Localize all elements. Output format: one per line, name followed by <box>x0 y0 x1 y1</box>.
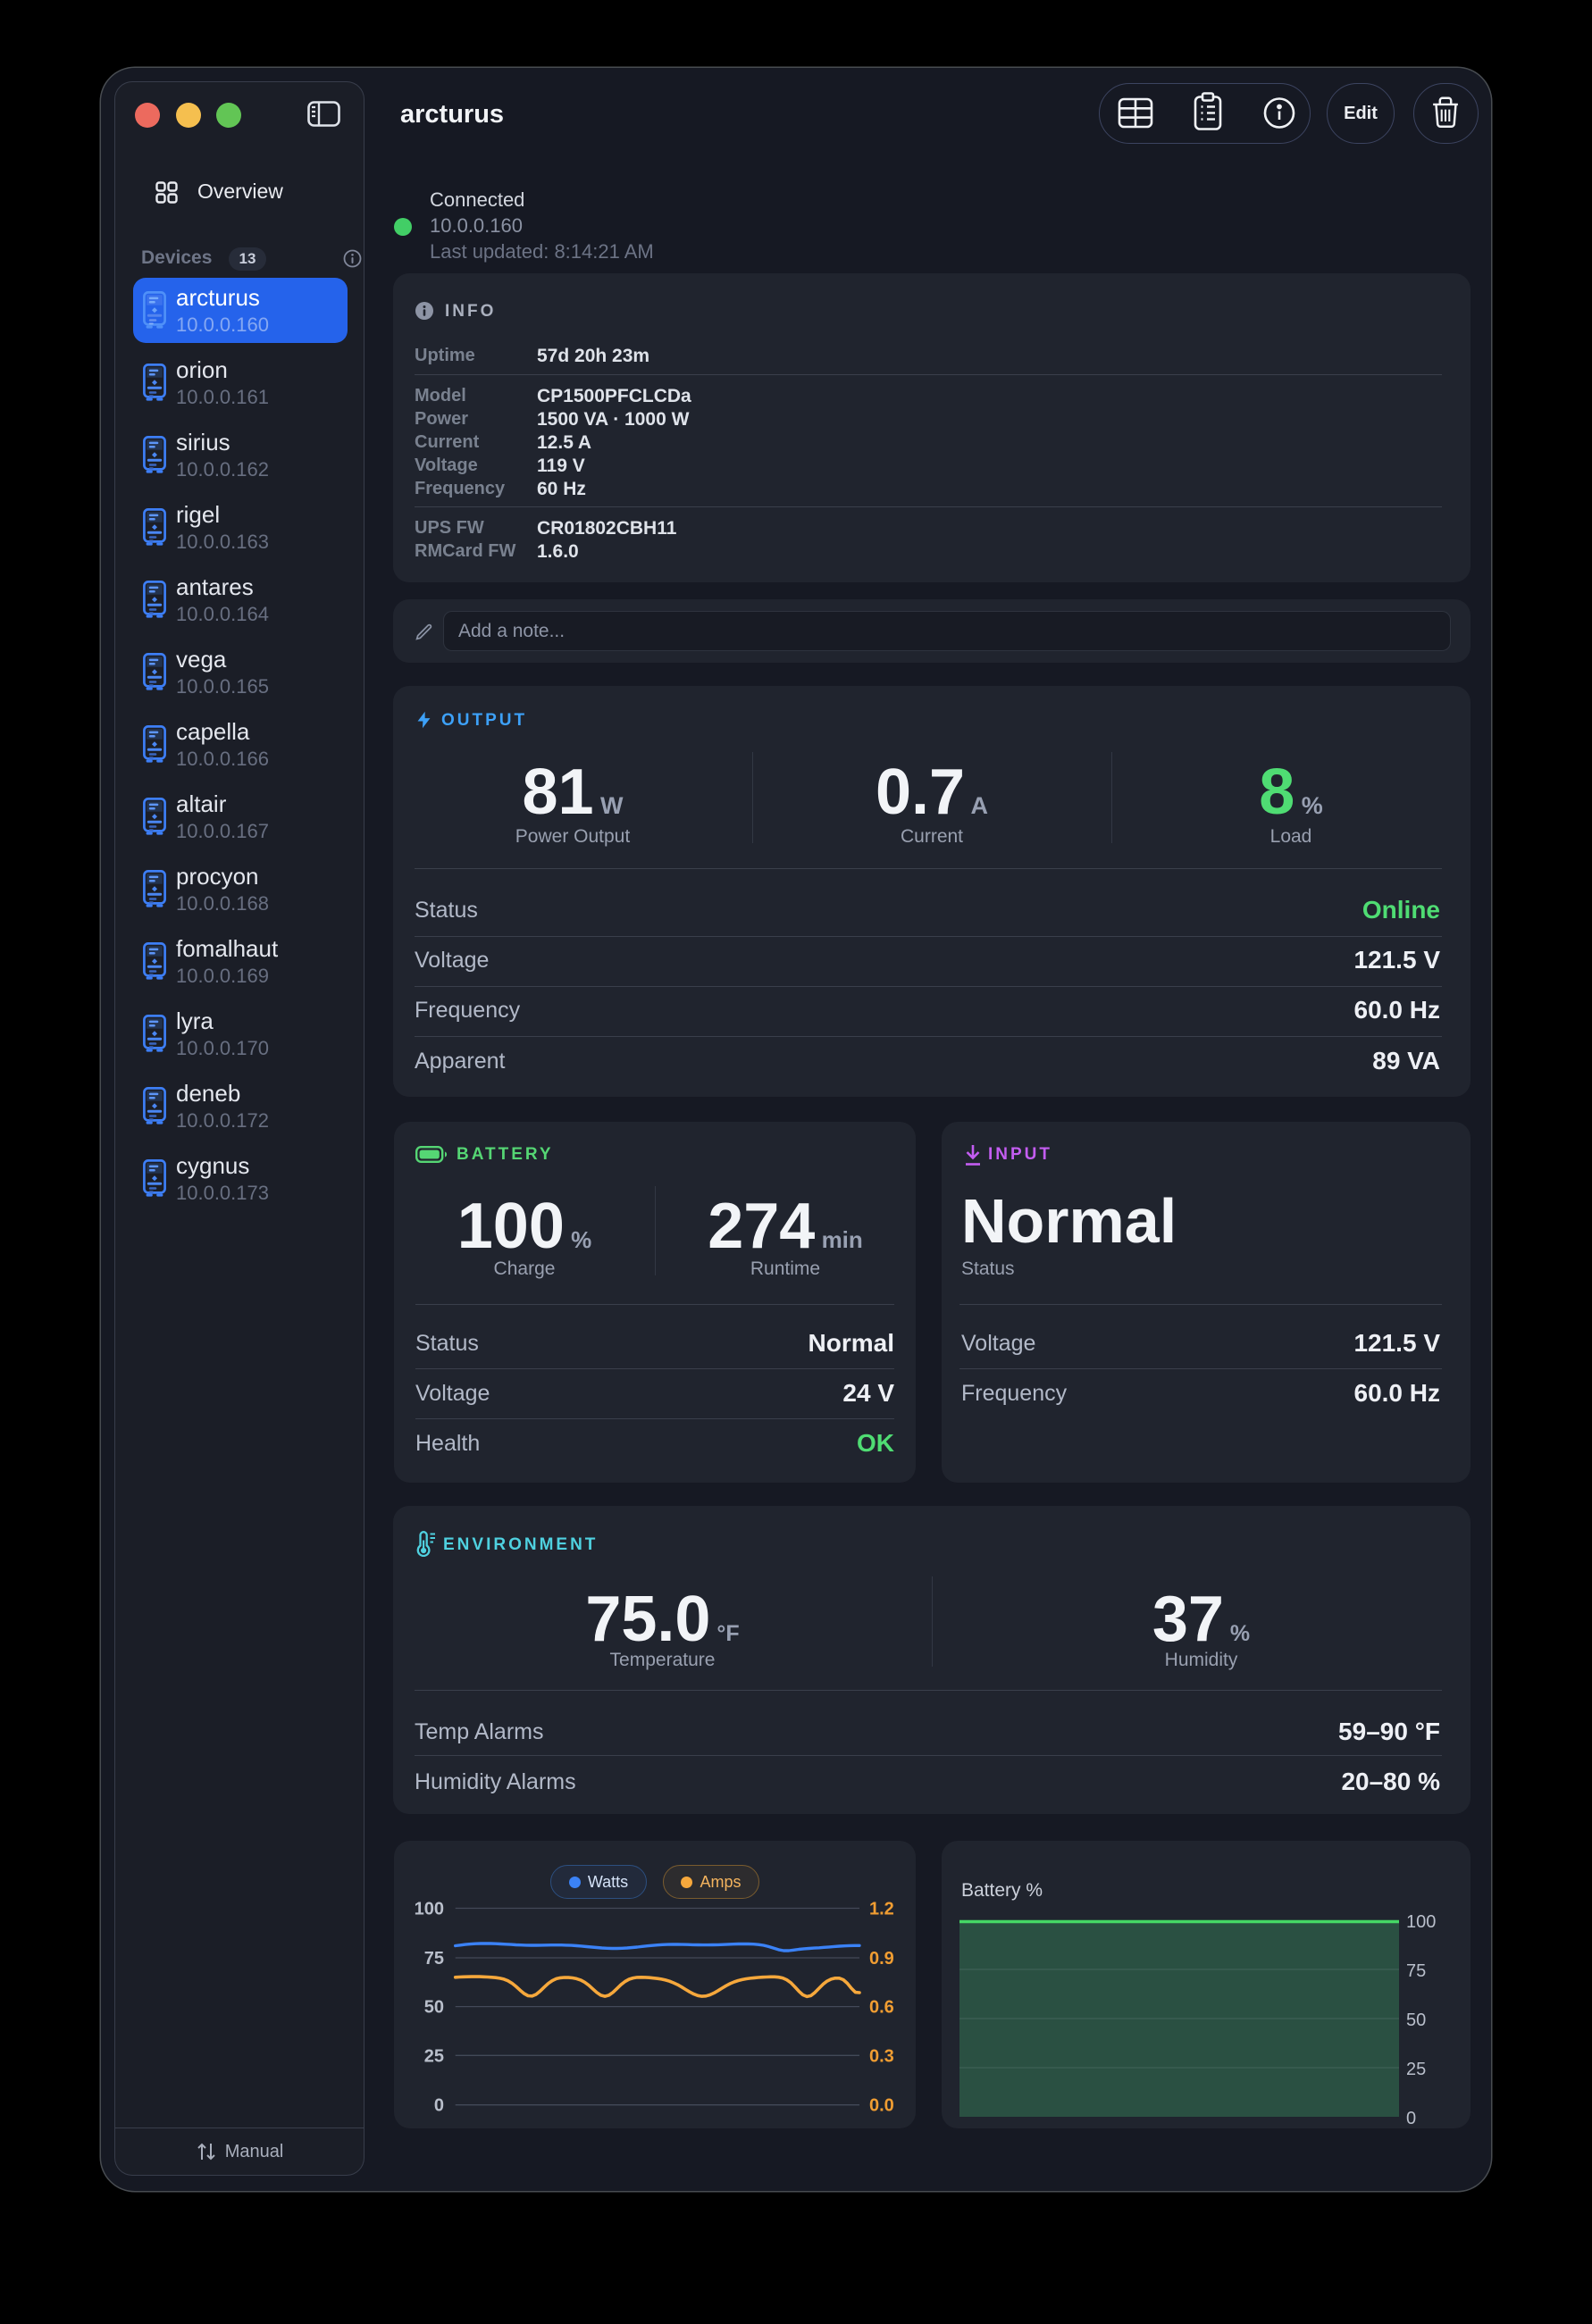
svg-text:100: 100 <box>1406 1912 1436 1932</box>
svg-text:100: 100 <box>415 1900 444 1919</box>
svg-text:75: 75 <box>1406 1961 1426 1981</box>
svg-text:0.6: 0.6 <box>869 1998 894 2018</box>
svg-text:0.3: 0.3 <box>869 2046 894 2066</box>
svg-text:25: 25 <box>424 2046 444 2066</box>
svg-text:0.9: 0.9 <box>869 1949 894 1969</box>
svg-text:1.2: 1.2 <box>869 1900 894 1919</box>
svg-text:75: 75 <box>424 1949 444 1969</box>
svg-text:0: 0 <box>434 2096 444 2116</box>
svg-text:25: 25 <box>1406 2060 1426 2079</box>
svg-text:50: 50 <box>1406 2011 1426 2030</box>
svg-text:0: 0 <box>1406 2109 1416 2128</box>
svg-text:50: 50 <box>424 1998 444 2018</box>
svg-text:0.0: 0.0 <box>869 2096 894 2116</box>
